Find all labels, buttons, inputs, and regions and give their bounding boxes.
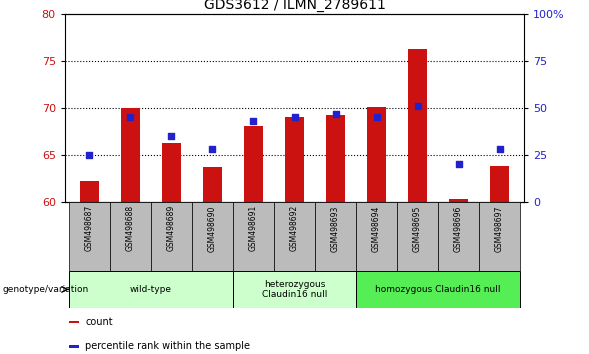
Bar: [449, 199, 468, 202]
Point: [372, 115, 381, 120]
Bar: [192, 202, 233, 271]
Bar: [356, 271, 520, 308]
Point: [495, 147, 504, 152]
Bar: [151, 202, 192, 271]
Text: GSM498695: GSM498695: [413, 205, 422, 252]
Bar: [69, 271, 233, 308]
Bar: [70, 345, 78, 348]
Point: [85, 152, 94, 158]
Text: percentile rank within the sample: percentile rank within the sample: [85, 341, 250, 352]
Text: GSM498692: GSM498692: [290, 205, 299, 251]
Bar: [203, 167, 221, 202]
Bar: [491, 166, 509, 202]
Point: [331, 111, 340, 116]
Bar: [326, 115, 345, 202]
Bar: [285, 118, 304, 202]
Text: heterozygous
Claudin16 null: heterozygous Claudin16 null: [262, 280, 327, 299]
Bar: [110, 202, 151, 271]
Text: GSM498688: GSM498688: [126, 205, 135, 251]
Point: [208, 147, 217, 152]
Text: GSM498690: GSM498690: [208, 205, 217, 252]
Text: GSM498691: GSM498691: [249, 205, 258, 251]
Title: GDS3612 / ILMN_2789611: GDS3612 / ILMN_2789611: [204, 0, 385, 12]
Bar: [479, 202, 520, 271]
Point: [454, 161, 464, 167]
Bar: [368, 107, 386, 202]
Text: count: count: [85, 317, 113, 327]
Bar: [438, 202, 479, 271]
Text: genotype/variation: genotype/variation: [3, 285, 89, 294]
Text: homozygous Claudin16 null: homozygous Claudin16 null: [375, 285, 501, 294]
Text: GSM498689: GSM498689: [167, 205, 176, 251]
Bar: [274, 202, 315, 271]
Bar: [80, 181, 98, 202]
Bar: [70, 321, 78, 324]
Point: [249, 118, 258, 124]
Text: wild-type: wild-type: [130, 285, 172, 294]
Bar: [69, 202, 110, 271]
Bar: [121, 108, 140, 202]
Point: [125, 115, 135, 120]
Bar: [356, 202, 397, 271]
Text: GSM498697: GSM498697: [495, 205, 504, 252]
Bar: [315, 202, 356, 271]
Point: [290, 115, 299, 120]
Bar: [408, 49, 427, 202]
Bar: [162, 143, 181, 202]
Bar: [233, 202, 274, 271]
Text: GSM498687: GSM498687: [85, 205, 94, 251]
Text: GSM498693: GSM498693: [331, 205, 340, 252]
Point: [413, 103, 422, 109]
Text: GSM498694: GSM498694: [372, 205, 381, 252]
Bar: [397, 202, 438, 271]
Bar: [244, 126, 263, 202]
Bar: [233, 271, 356, 308]
Point: [167, 133, 176, 139]
Text: GSM498696: GSM498696: [454, 205, 463, 252]
